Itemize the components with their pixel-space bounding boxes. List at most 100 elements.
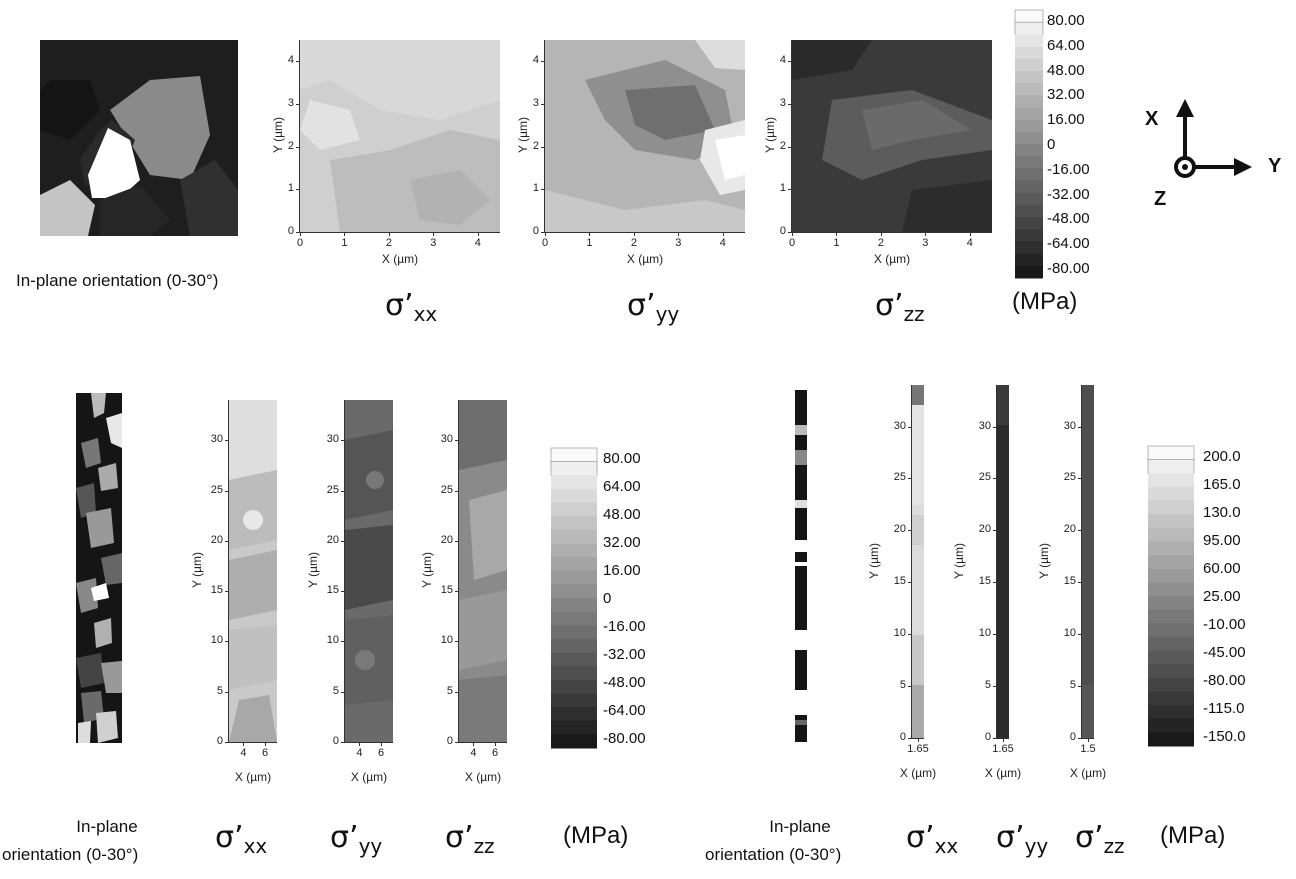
bl-colorbar-band <box>551 584 597 599</box>
bl-bl-yy-ytick-mark <box>341 641 345 643</box>
top-xx-xtick-label: 4 <box>474 237 481 249</box>
bl-bl-xx-ytick-mark <box>225 742 229 743</box>
br-br-zz-ylabel: Y (µm) <box>1037 542 1051 579</box>
bl-bl-xx-ytick-mark <box>225 691 229 693</box>
bl-bl-xx-xtick-mark <box>243 742 245 746</box>
bl-bl-yy-ytick-label: 20 <box>326 533 339 546</box>
br-br-yy-ytick-mark <box>993 582 997 584</box>
br-br-yy-ytick-mark <box>993 426 997 428</box>
br-br-zz-ytick-label: 15 <box>1063 575 1076 588</box>
top-zz-xtick-mark <box>969 232 971 236</box>
br-br-xx-y-axis <box>911 385 912 738</box>
br-colorbar-band <box>1148 473 1194 488</box>
top-yy-xtick-mark <box>722 232 724 236</box>
top-yy-ytick-mark <box>541 189 545 191</box>
bl-colorbar-band <box>551 666 597 681</box>
br-colorbar-band <box>1148 500 1194 515</box>
top-zz-ytick-mark <box>788 61 792 63</box>
br-colorbar-label: -45.00 <box>1203 644 1246 661</box>
top-xx-ytick-label: 2 <box>287 139 294 152</box>
bl-bl-xx-ytick-label: 20 <box>210 533 223 546</box>
br-br-yy-ytick-mark <box>993 738 997 739</box>
bl-colorbar-band <box>551 570 597 585</box>
bl-sigma-xx-label: σ’xx <box>215 820 268 858</box>
br-br-xx-ytick-mark <box>908 686 912 688</box>
top-sigma-zz-label: σ’zz <box>875 288 925 326</box>
br-br-zz-ytick-label: 5 <box>1069 679 1076 692</box>
top-yy-xtick-label: 4 <box>719 237 726 249</box>
bl-bl-yy-ylabel: Y (µm) <box>306 551 320 589</box>
bl-colorbar-label: 32.00 <box>603 534 641 551</box>
top-yy-ytick-label: 3 <box>532 97 539 109</box>
br-colorbar-label: 25.00 <box>1203 588 1241 605</box>
top-colorbar-band <box>1015 34 1043 48</box>
axes-triad <box>1174 99 1252 178</box>
bl-orientation-map <box>76 393 122 743</box>
bl-bl-yy-xtick-label: 6 <box>377 747 385 759</box>
br-colorbar-band <box>1148 555 1194 570</box>
br-br-yy-ytick-label: 15 <box>978 575 991 588</box>
bl-bl-yy-ytick-label: 0 <box>332 735 339 747</box>
br-br-yy-ylabel: Y (µm) <box>952 542 966 579</box>
bl-bl-xx-ytick-mark <box>225 490 229 492</box>
br-colorbar-label: 60.00 <box>1203 560 1241 577</box>
br-colorbar-label: -150.0 <box>1203 728 1246 745</box>
top-zz-xtick-mark <box>880 232 882 236</box>
bl-bl-zz-xtick-mark <box>495 742 496 746</box>
br-sigma-yy-label: σ’yy <box>996 820 1049 858</box>
bl-bl-zz-ylabel: Y (µm) <box>420 551 434 589</box>
top-colorbar-band <box>1015 46 1043 60</box>
bl-bl-yy-y-axis <box>344 400 345 742</box>
br-colorbar-band <box>1148 732 1194 747</box>
bl-bl-yy-ytick-label: 15 <box>326 584 339 597</box>
br-br-xx-ytick-label: 20 <box>893 523 906 536</box>
top-map-sigma-xx <box>300 40 500 232</box>
br-colorbar-band <box>1148 609 1194 624</box>
top-zz-xtick-label: 1 <box>833 237 840 249</box>
bl-colorbar-band <box>551 638 597 654</box>
br-br-xx-ytick-mark <box>908 738 912 739</box>
br-br-yy-xlabel: X (µm) <box>984 766 1022 780</box>
top-zz-xtick-label: 0 <box>788 237 796 249</box>
bl-bl-zz-ytick-mark <box>455 691 459 693</box>
triad-z-label: Z <box>1154 188 1167 210</box>
bl-bl-xx-xtick-label: 4 <box>240 747 247 759</box>
br-br-xx-ytick-mark <box>908 426 912 428</box>
top-xx-xtick-label: 2 <box>385 237 392 249</box>
br-br-yy-ytick-label: 20 <box>978 523 991 536</box>
bl-bl-xx-ytick-label: 30 <box>210 433 223 446</box>
top-xx-x-axis <box>300 232 500 233</box>
br-br-yy-ytick-mark <box>993 530 997 532</box>
br-br-xx-ytick-label: 10 <box>893 627 906 640</box>
bl-colorbar-band <box>550 461 598 477</box>
top-xx-xtick-mark <box>344 232 346 236</box>
top-map-sigma-yy <box>545 40 745 232</box>
top-zz-x-axis <box>792 232 992 233</box>
bl-bl-zz-xtick-label: 6 <box>491 747 499 759</box>
bl-bl-xx-xtick-label: 6 <box>261 747 269 759</box>
top-colorbar-band <box>1015 229 1043 242</box>
bl-bl-zz-xtick-mark <box>473 742 475 746</box>
br-br-xx-ytick-mark <box>908 582 912 584</box>
top-xx-xtick-label: 1 <box>341 237 348 249</box>
bl-bl-xx-ytick-mark <box>225 540 229 542</box>
br-br-xx-xtick-mark <box>918 738 919 742</box>
br-colorbar-label: 200.0 <box>1203 448 1241 465</box>
top-xx-ytick-mark <box>296 232 300 233</box>
bl-colorbar-band <box>551 475 597 490</box>
top-zz-ytick-label: 3 <box>779 97 786 109</box>
top-yy-ytick-mark <box>541 146 545 148</box>
bl-colorbar-label: 48.00 <box>603 506 641 523</box>
top-zz-xtick-mark <box>836 232 838 236</box>
bl-colorbar-band <box>551 529 597 544</box>
top-zz-ytick-label: 1 <box>779 182 786 195</box>
top-zz-ytick-mark <box>788 104 792 105</box>
bl-bl-yy-ytick-mark <box>341 490 345 492</box>
bl-bl-xx-ytick-label: 15 <box>210 584 223 597</box>
bl-sigma-yy-label: σ’yy <box>330 820 383 858</box>
br-br-zz-xtick-label: 1.5 <box>1080 743 1096 755</box>
top-colorbar-band <box>1014 21 1044 36</box>
top-yy-xtick-label: 0 <box>541 237 549 249</box>
br-br-zz-xtick-mark <box>1088 738 1089 742</box>
top-xx-ytick-mark <box>296 104 300 105</box>
